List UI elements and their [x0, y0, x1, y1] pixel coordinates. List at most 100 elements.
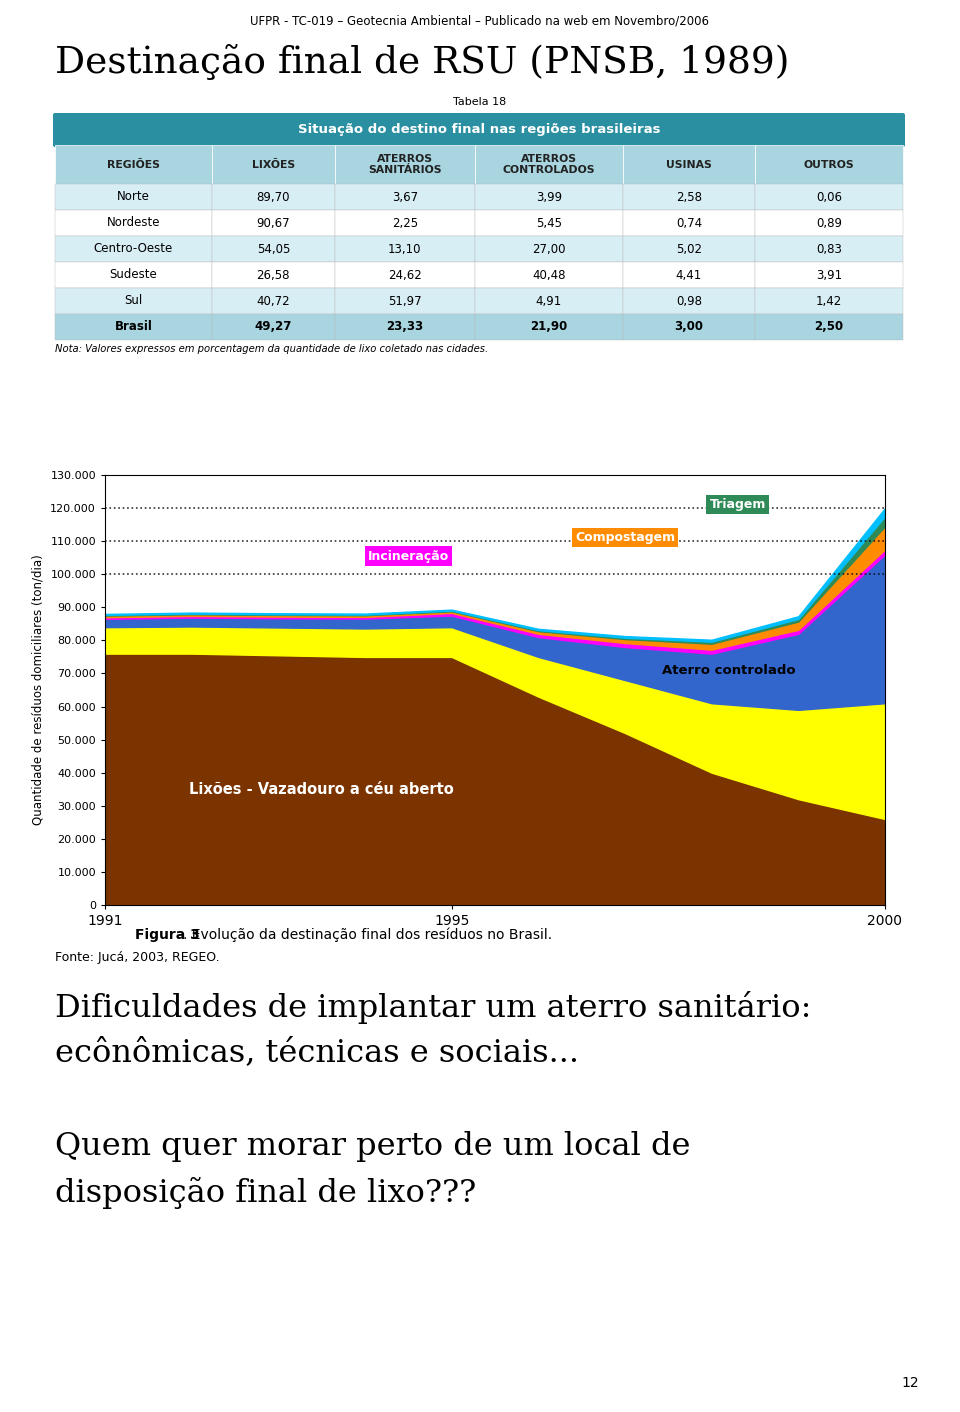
Text: UFPR - TC-019 – Geotecnia Ambiental – Publicado na web em Novembro/2006: UFPR - TC-019 – Geotecnia Ambiental – Pu… [251, 16, 709, 28]
Text: Incineração: Incineração [368, 549, 449, 562]
Bar [212, 288, 335, 313]
Text: Centro-Oeste: Centro-Oeste [94, 243, 173, 256]
Text: 1,42: 1,42 [816, 295, 842, 308]
Text: Aterro controlado: Aterro controlado [662, 664, 796, 676]
Bar [475, 184, 623, 210]
Bar [55, 263, 212, 288]
Bar [212, 145, 335, 184]
Bar [755, 313, 903, 340]
Text: 2,50: 2,50 [814, 321, 844, 333]
Text: 2,58: 2,58 [676, 191, 702, 203]
Bar [475, 210, 623, 236]
Bar [335, 288, 475, 313]
Text: LIXÕES: LIXÕES [252, 160, 295, 169]
Text: 40,48: 40,48 [532, 268, 565, 281]
Bar [475, 236, 623, 263]
Text: Nota: Valores expressos em porcentagem da quantidade de lixo coletado nas cidade: Nota: Valores expressos em porcentagem d… [55, 345, 488, 354]
Bar [623, 288, 755, 313]
Text: 51,97: 51,97 [388, 295, 421, 308]
Text: 26,58: 26,58 [256, 268, 290, 281]
Text: Situação do destino final nas regiões brasileiras: Situação do destino final nas regiões br… [298, 123, 660, 137]
Bar [475, 313, 623, 340]
Bar [475, 263, 623, 288]
Bar [55, 313, 212, 340]
Bar [55, 210, 212, 236]
Bar [212, 263, 335, 288]
Text: Brasil: Brasil [114, 321, 153, 333]
Bar [212, 210, 335, 236]
Text: 0,89: 0,89 [816, 216, 842, 230]
Text: 3,99: 3,99 [536, 191, 562, 203]
Bar [623, 313, 755, 340]
Text: 5,45: 5,45 [536, 216, 562, 230]
Bar [475, 288, 623, 313]
Text: 0,98: 0,98 [676, 295, 702, 308]
Text: 12: 12 [901, 1377, 919, 1389]
Text: 40,72: 40,72 [256, 295, 290, 308]
Bar [623, 210, 755, 236]
Text: 3,67: 3,67 [392, 191, 418, 203]
Text: 89,70: 89,70 [256, 191, 290, 203]
Bar [755, 263, 903, 288]
Bar [55, 288, 212, 313]
Text: Figura 3: Figura 3 [135, 928, 200, 942]
Bar [212, 184, 335, 210]
Text: 0,83: 0,83 [816, 243, 842, 256]
Text: Aterro sanitário: Aterro sanitário [695, 587, 815, 600]
Bar [623, 145, 755, 184]
Bar [335, 263, 475, 288]
Bar [335, 184, 475, 210]
Text: Sudeste: Sudeste [109, 268, 157, 281]
Bar [212, 313, 335, 340]
Bar [755, 210, 903, 236]
Text: 2,25: 2,25 [392, 216, 418, 230]
Text: Sul: Sul [124, 295, 143, 308]
Bar [335, 236, 475, 263]
Text: Dificuldades de implantar um aterro sanitário:: Dificuldades de implantar um aterro sani… [55, 991, 811, 1024]
Text: 13,10: 13,10 [388, 243, 421, 256]
Text: 3,91: 3,91 [816, 268, 842, 281]
Text: 23,33: 23,33 [386, 321, 423, 333]
Text: 3,00: 3,00 [674, 321, 704, 333]
Bar [755, 288, 903, 313]
Bar [623, 236, 755, 263]
Text: Destinação final de RSU (PNSB, 1989): Destinação final de RSU (PNSB, 1989) [55, 45, 789, 80]
Text: 4,91: 4,91 [536, 295, 563, 308]
Text: 5,02: 5,02 [676, 243, 702, 256]
Bar [335, 313, 475, 340]
Bar [55, 145, 212, 184]
Text: 54,05: 54,05 [256, 243, 290, 256]
Text: 90,67: 90,67 [256, 216, 290, 230]
Bar [623, 263, 755, 288]
Text: disposição final de lixo???: disposição final de lixo??? [55, 1178, 476, 1209]
Text: Compostagem: Compostagem [575, 531, 675, 545]
Text: 4,41: 4,41 [676, 268, 702, 281]
Bar [55, 184, 212, 210]
Bar [623, 184, 755, 210]
Bar [475, 145, 623, 184]
Y-axis label: Quantidade de resíduos domiciliares (ton/dia): Quantidade de resíduos domiciliares (ton… [32, 555, 45, 826]
Text: Tabela 18: Tabela 18 [453, 97, 507, 107]
Bar [755, 145, 903, 184]
Text: ATERROS
CONTROLADOS: ATERROS CONTROLADOS [503, 154, 595, 175]
Bar [335, 210, 475, 236]
Text: Lixões - Vazadouro a céu aberto: Lixões - Vazadouro a céu aberto [189, 782, 454, 796]
FancyBboxPatch shape [53, 113, 905, 147]
Text: Fonte: Jucá, 2003, REGEO.: Fonte: Jucá, 2003, REGEO. [55, 952, 220, 964]
Text: 0,06: 0,06 [816, 191, 842, 203]
Text: Norte: Norte [117, 191, 150, 203]
Bar [755, 184, 903, 210]
Text: Quem quer morar perto de um local de: Quem quer morar perto de um local de [55, 1131, 690, 1162]
Bar [335, 145, 475, 184]
Text: OUTROS: OUTROS [804, 160, 854, 169]
Text: REGIÕES: REGIÕES [107, 160, 160, 169]
Text: 27,00: 27,00 [532, 243, 565, 256]
Text: Triagem: Triagem [709, 498, 766, 511]
Text: 49,27: 49,27 [254, 321, 292, 333]
Text: 0,74: 0,74 [676, 216, 702, 230]
Bar [55, 236, 212, 263]
Text: . Evolução da destinação final dos resíduos no Brasil.: . Evolução da destinação final dos resíd… [183, 928, 552, 942]
Bar [212, 236, 335, 263]
Text: 21,90: 21,90 [530, 321, 567, 333]
Text: Nordeste: Nordeste [107, 216, 160, 230]
